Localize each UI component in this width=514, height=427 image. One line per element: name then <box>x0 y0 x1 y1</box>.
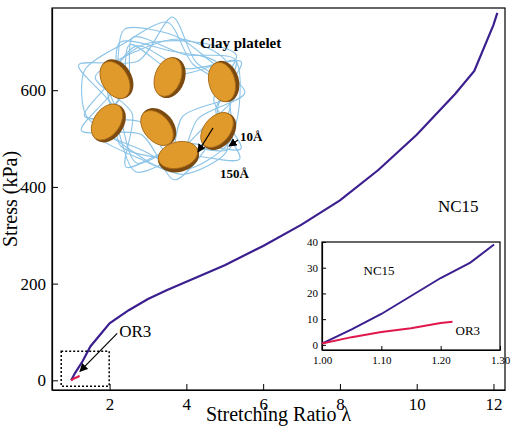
tick-mark <box>52 90 58 91</box>
tick-label: 0 <box>313 339 319 351</box>
tick-label: 40 <box>307 236 319 248</box>
tick: 2 <box>106 384 115 414</box>
platelet-edge <box>84 97 133 149</box>
x-axis: 1.00 1.10 1.20 1.30 <box>313 346 511 366</box>
illustration: Clay platelet 10Å 150Å <box>78 17 281 181</box>
series-label: NC15 <box>364 263 395 278</box>
zoom-box <box>61 351 109 386</box>
clay-platelet <box>149 53 192 103</box>
series-line <box>71 13 497 380</box>
plot-background <box>322 242 500 350</box>
tick-mark <box>322 345 326 346</box>
annotation: Clay platelet <box>200 35 281 51</box>
dimension-arrow <box>229 140 238 146</box>
tick: 1.10 <box>372 346 392 366</box>
tick-mark <box>322 319 326 320</box>
tick-mark <box>263 384 264 390</box>
tick-mark <box>441 346 442 350</box>
series-group <box>322 245 494 344</box>
platelet-edge <box>204 57 244 105</box>
tick: 10 <box>307 313 326 325</box>
tick: 0 <box>313 339 327 351</box>
chart: 246810120200400600Stretching Ratio λStre… <box>0 0 514 427</box>
tick-label: 20 <box>307 287 319 299</box>
tick-label: 600 <box>21 81 47 100</box>
tick-mark <box>52 284 58 285</box>
tick: 1.30 <box>491 346 511 366</box>
tick: 1.20 <box>432 346 452 366</box>
tick-mark <box>52 380 58 381</box>
tick-label: 1.20 <box>432 354 452 366</box>
tick-label: 10 <box>307 313 319 325</box>
clay-platelet <box>204 57 244 105</box>
series-line <box>71 376 79 380</box>
series-label: NC15 <box>438 197 479 216</box>
tick: 0 <box>38 371 59 390</box>
platelet-edge <box>149 53 192 103</box>
tick: 10 <box>409 384 426 414</box>
tick-mark <box>381 346 382 350</box>
tick-mark <box>52 187 58 188</box>
y-axis: 0 10 20 30 40 <box>307 236 326 351</box>
platelet-face <box>94 56 137 104</box>
platelet-edge <box>93 53 140 104</box>
arrow <box>80 333 117 371</box>
tick-mark <box>417 384 418 390</box>
plot-1: 1.00 1.10 1.20 1.30 0 10 20 30 40 <box>307 236 511 366</box>
tick: 4 <box>183 384 192 414</box>
platelet-face <box>204 59 239 104</box>
platelet-edge <box>194 106 244 157</box>
x-axis-title: Stretching Ratio λ <box>206 403 352 426</box>
platelet-face <box>155 137 200 172</box>
series-label: OR3 <box>119 322 151 341</box>
tick-label: 1.00 <box>313 354 333 366</box>
y-axis-title: Stress (kPa) <box>0 151 22 247</box>
plot-background <box>52 8 505 390</box>
platelet-face <box>149 54 187 100</box>
tick-label: 2 <box>106 395 115 414</box>
tick: 30 <box>307 262 326 274</box>
annotation: 150Å <box>220 166 250 181</box>
platelet-face <box>85 98 129 146</box>
tick-mark <box>322 293 326 294</box>
series-group <box>71 13 497 380</box>
tick-label: 400 <box>21 178 47 197</box>
polymer-chain <box>81 41 230 180</box>
polymer-chain <box>108 46 242 173</box>
clay-platelet <box>93 53 140 104</box>
series-label: OR3 <box>456 323 481 338</box>
tick-label: 10 <box>409 395 426 414</box>
tick-label: 1.30 <box>491 354 511 366</box>
tick-mark <box>340 384 341 390</box>
tick-mark <box>186 384 187 390</box>
tick-mark <box>493 384 494 390</box>
plot-frame <box>52 8 505 390</box>
tick-label: 200 <box>21 275 47 294</box>
clay-platelet <box>84 97 133 149</box>
tick-label: 12 <box>485 395 502 414</box>
platelet-face <box>194 106 240 153</box>
annotation: 10Å <box>240 129 263 144</box>
tick-label: 30 <box>307 262 319 274</box>
series-line <box>322 245 494 344</box>
tick: 20 <box>307 287 326 299</box>
platelet-edge <box>154 137 202 177</box>
dimension-arrow <box>198 128 213 152</box>
plot-0: 246810120200400600Stretching Ratio λStre… <box>0 8 506 426</box>
clay-platelet <box>154 137 202 177</box>
plot-frame <box>322 242 500 350</box>
tick-mark <box>322 268 326 269</box>
tick: 12 <box>485 384 502 414</box>
clay-platelet <box>194 106 244 157</box>
series-line <box>322 322 453 344</box>
tick-label: 4 <box>183 395 192 414</box>
tick-label: 1.10 <box>372 354 392 366</box>
tick-label: 0 <box>38 371 47 390</box>
